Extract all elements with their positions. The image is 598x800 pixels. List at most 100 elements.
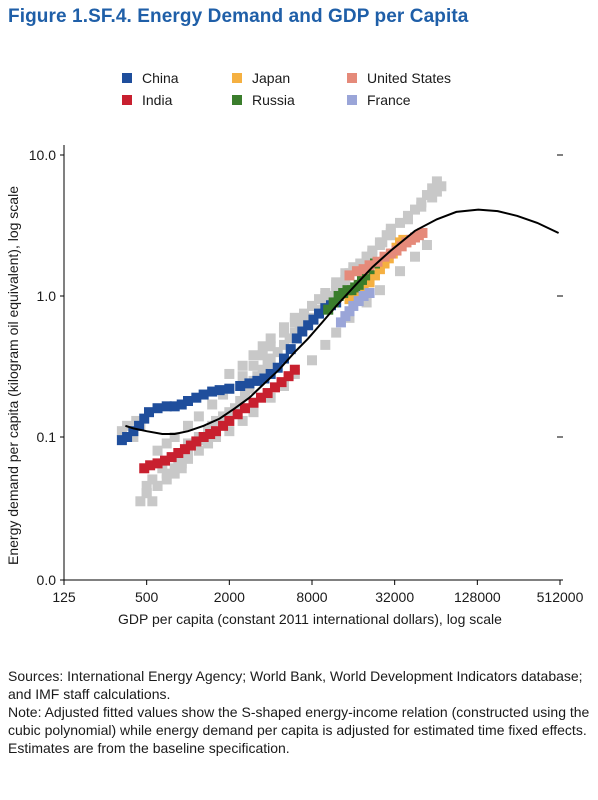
china-point <box>244 378 255 389</box>
india-point <box>152 458 163 469</box>
india-point <box>218 420 229 431</box>
background-point <box>224 368 235 379</box>
background-point <box>289 312 300 323</box>
india-point <box>160 455 171 466</box>
india-point <box>239 403 250 414</box>
background-point <box>257 364 268 375</box>
background-point <box>278 327 289 338</box>
india-point <box>191 436 202 447</box>
legend-swatch-china <box>122 73 132 83</box>
background-point <box>141 480 152 491</box>
india-point <box>139 463 150 474</box>
china-point <box>198 389 209 400</box>
y-axis-label: Energy demand per capita (kilogram oil e… <box>5 186 21 565</box>
x-tick-label: 500 <box>135 589 159 605</box>
legend-label-japan: Japan <box>252 70 290 86</box>
background-point <box>421 239 432 250</box>
background-point <box>402 214 413 225</box>
japan-point <box>344 294 355 305</box>
legend-label-france: France <box>367 92 411 108</box>
background-point <box>152 445 163 456</box>
russia-point <box>323 304 334 315</box>
x-tick-label: 2000 <box>214 589 245 605</box>
india-point <box>255 392 266 403</box>
x-tick-label: 512000 <box>537 589 584 605</box>
y-tick-label: 1.0 <box>37 288 57 304</box>
india-point <box>283 371 294 382</box>
china-point <box>152 403 163 414</box>
japan-point <box>379 258 390 269</box>
background-point <box>331 327 342 338</box>
india-point <box>248 397 259 408</box>
background-point <box>307 355 317 366</box>
united-states-point <box>344 270 355 281</box>
figure-title: Figure 1.SF.4. Energy Demand and GDP per… <box>8 6 469 27</box>
china-point <box>207 386 218 397</box>
background-point <box>135 496 146 507</box>
legend-swatch-india <box>122 95 132 105</box>
background-point <box>367 248 378 259</box>
fitted-curve <box>125 208 560 435</box>
background-point <box>248 360 259 371</box>
y-tick-label: 0.1 <box>37 429 57 445</box>
background-point <box>331 279 342 290</box>
china-point <box>139 413 150 424</box>
background-point <box>416 201 427 212</box>
background-point <box>377 237 388 248</box>
china-point <box>291 333 302 344</box>
united-states-point <box>391 245 402 256</box>
background-point <box>265 353 276 364</box>
background-point <box>176 463 187 474</box>
background-point <box>169 463 180 474</box>
china-point <box>116 435 127 446</box>
background-point <box>147 496 158 507</box>
figure-notes: Sources: International Energy Agency; Wo… <box>8 667 593 757</box>
background-point <box>307 300 317 311</box>
background-point <box>278 322 289 333</box>
india-point <box>211 426 222 437</box>
background-point <box>235 396 246 407</box>
x-tick-label: 8000 <box>296 589 327 605</box>
background-point <box>361 251 372 262</box>
background-point <box>299 308 310 319</box>
background-point <box>385 227 396 238</box>
background-point <box>325 291 336 301</box>
china-point <box>191 392 202 403</box>
background-point <box>152 480 163 491</box>
background-point <box>421 190 432 201</box>
background-point <box>320 297 331 308</box>
china-point <box>161 401 172 412</box>
china-point <box>144 407 155 418</box>
japan-point <box>369 270 380 281</box>
background-point <box>355 258 366 269</box>
background-point <box>237 371 248 382</box>
china-point <box>272 362 283 373</box>
india-point <box>185 440 196 451</box>
india-point <box>262 388 273 399</box>
background-point <box>211 432 222 442</box>
france-point <box>348 300 359 311</box>
background-point <box>257 350 268 361</box>
france-point <box>335 317 346 328</box>
china-point <box>214 385 225 396</box>
background-point <box>320 291 331 301</box>
china-point <box>285 344 296 355</box>
background-point <box>409 204 420 215</box>
united-states-point <box>417 227 428 238</box>
japan-point <box>374 264 385 275</box>
background-point <box>262 358 273 369</box>
background-point <box>395 217 406 228</box>
background-point <box>141 488 152 499</box>
india-point <box>224 415 235 426</box>
background-point <box>395 266 406 277</box>
china-point <box>259 373 270 384</box>
background-point <box>289 327 300 338</box>
background-point <box>224 426 235 437</box>
background-point <box>147 474 158 485</box>
background-point <box>207 399 218 410</box>
background-point <box>409 251 420 262</box>
background-point <box>169 468 180 479</box>
background-point <box>169 432 180 442</box>
x-tick-label: 125 <box>52 589 76 605</box>
